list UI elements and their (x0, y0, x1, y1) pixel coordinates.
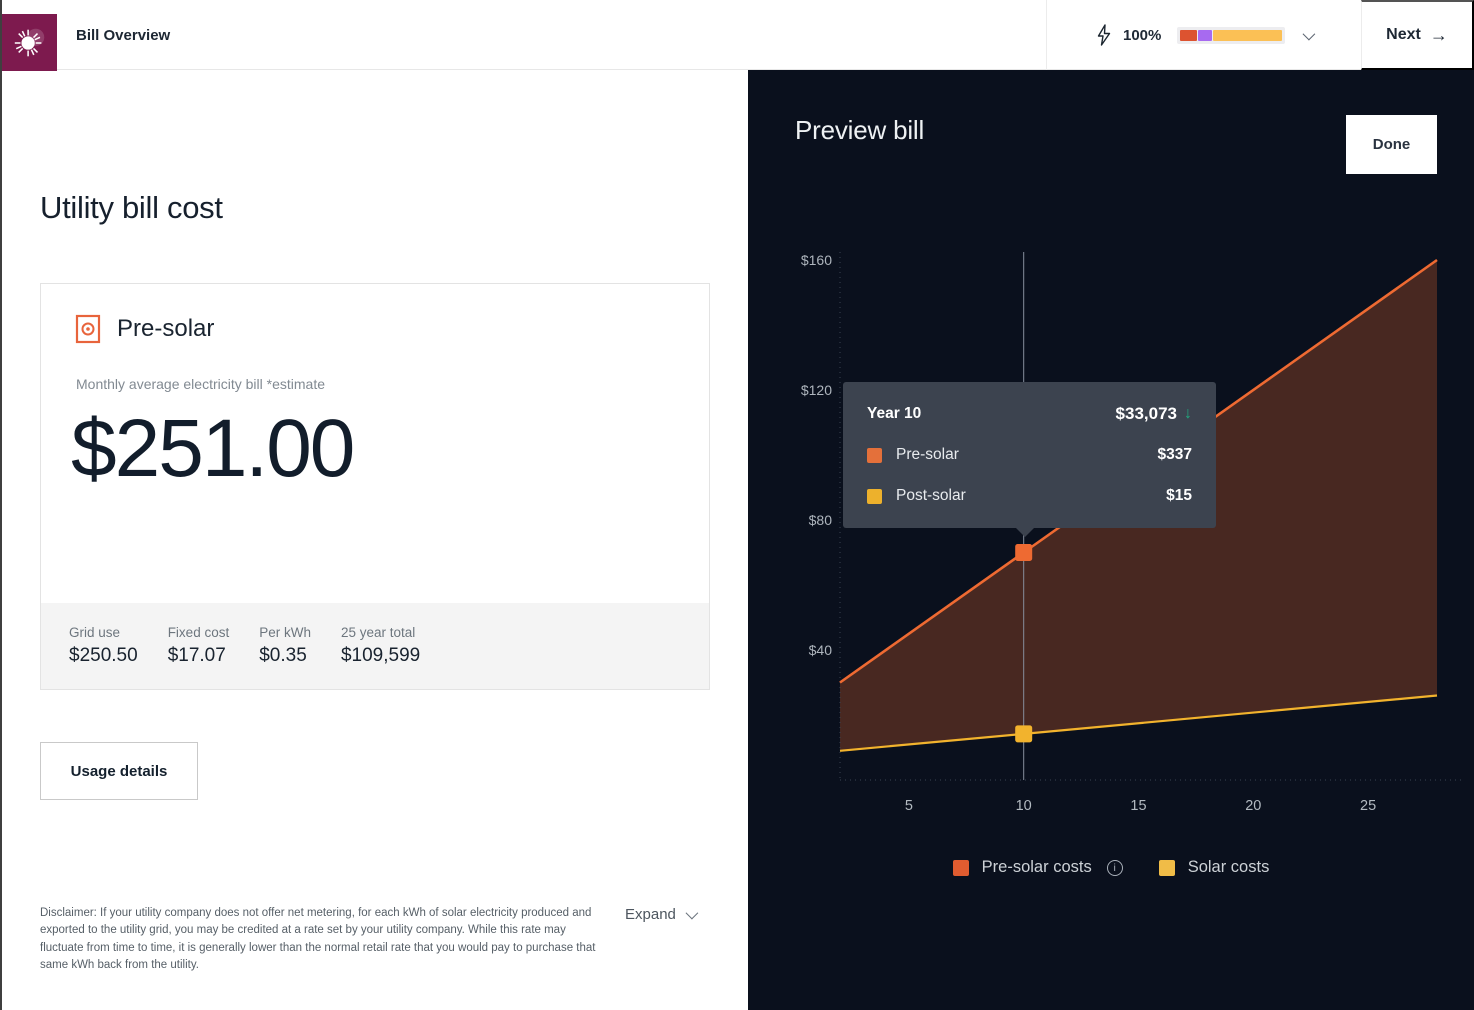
preview-title: Preview bill (795, 115, 925, 145)
stat-25-year-total: 25 year total $109,599 (341, 625, 420, 667)
post-solar-swatch (867, 488, 882, 504)
stat-value: $0.35 (259, 645, 307, 666)
y-tick-label: $120 (801, 382, 832, 398)
y-tick-label: $80 (809, 512, 833, 528)
legend-pre-solar: Pre-solar costs i (952, 858, 1123, 877)
page-title: Utility bill cost (40, 190, 223, 225)
info-icon[interactable]: i (1106, 859, 1123, 876)
stat-label: 25 year total (340, 625, 416, 640)
usage-details-button[interactable]: Usage details (40, 742, 198, 800)
tooltip-total-value: $33,073 (1115, 404, 1177, 423)
window-edge (0, 0, 2, 1010)
arrow-down-icon: ↓ (1184, 405, 1192, 422)
preview-bill-panel: Preview bill Done $40 $80 $120 $160 5 10 15 20 2… (748, 70, 1474, 1010)
hover-marker (1015, 725, 1033, 743)
stat-label: Per kWh (259, 625, 311, 640)
done-button[interactable]: Done (1346, 115, 1437, 174)
x-tick-label: 20 (1245, 798, 1261, 814)
bill-projection-chart[interactable]: $40 $80 $120 $160 5 10 15 20 25 (748, 240, 1474, 850)
tooltip-row-label: Pre-solar (896, 446, 959, 463)
energy-segment (1213, 29, 1283, 41)
stat-grid-use: Grid use $250.50 (69, 625, 138, 667)
tooltip-row-value: $337 (1157, 446, 1192, 463)
pre-solar-swatch (952, 859, 969, 876)
y-tick-label: $160 (801, 252, 832, 268)
energy-percent: 100% (1123, 26, 1162, 44)
stat-value: $17.07 (167, 645, 226, 666)
tooltip-total: $33,073 ↓ (1116, 404, 1192, 424)
utility-meter-icon (75, 314, 101, 344)
x-tick-label: 5 (905, 798, 913, 814)
legend-label: Pre-solar costs (981, 858, 1092, 876)
x-tick-label: 25 (1360, 798, 1376, 814)
energy-segment (1198, 29, 1213, 41)
arrow-right-icon: → (1429, 24, 1448, 45)
sun-icon (14, 28, 44, 56)
card-subtitle: Monthly average electricity bill *estima… (76, 376, 325, 392)
chevron-down-icon[interactable] (1302, 27, 1316, 40)
pre-solar-swatch (867, 447, 882, 463)
energy-segment (1180, 29, 1198, 41)
legend-label: Solar costs (1187, 858, 1270, 876)
disclaimer-text: Disclaimer: If your utility company does… (40, 907, 596, 971)
x-tick-label: 10 (1016, 798, 1032, 814)
tooltip-year: Year 10 (867, 405, 922, 422)
stat-per-kwh: Per kWh $0.35 (259, 625, 311, 667)
chart-legend: Pre-solar costs i Solar costs (748, 858, 1474, 877)
stat-fixed-cost: Fixed cost $17.07 (168, 625, 230, 667)
stat-value: $250.50 (69, 645, 138, 666)
tooltip-row-label: Post-solar (896, 487, 966, 504)
energy-offset-control[interactable]: 100% (1046, 0, 1361, 70)
card-title: Pre-solar (117, 315, 215, 342)
x-tick-label: 15 (1130, 798, 1146, 814)
expand-label: Expand (625, 906, 676, 923)
hover-marker (1015, 544, 1033, 561)
chart-tooltip: Year 10 $33,073 ↓ Pre-solar $337 Post-so… (843, 382, 1216, 537)
stats-strip: Grid use $250.50 Fixed cost $17.07 Per k… (41, 603, 709, 689)
solar-swatch (1158, 859, 1175, 876)
pre-solar-card: Pre-solar Monthly average electricity bi… (40, 283, 710, 690)
next-button[interactable]: Next → (1361, 0, 1474, 70)
page-breadcrumb-title: Bill Overview (76, 26, 171, 44)
top-bar: Bill Overview 100% Next → (0, 0, 1474, 71)
utility-bill-panel: Utility bill cost Pre-solar Monthly aver… (0, 70, 748, 1010)
lightning-icon (1095, 24, 1113, 46)
expand-toggle[interactable]: Expand (625, 906, 699, 923)
legend-solar: Solar costs (1158, 858, 1270, 877)
stat-label: Fixed cost (167, 625, 230, 640)
chevron-down-icon (685, 906, 699, 920)
monthly-bill-amount: $251.00 (71, 403, 355, 494)
y-tick-label: $40 (809, 642, 833, 658)
stat-value: $109,599 (340, 645, 421, 666)
next-label: Next (1386, 26, 1421, 43)
app-logo[interactable] (2, 14, 57, 71)
energy-mix-bar (1177, 26, 1286, 44)
tooltip-row-value: $15 (1166, 487, 1192, 504)
stat-label: Grid use (69, 625, 121, 640)
